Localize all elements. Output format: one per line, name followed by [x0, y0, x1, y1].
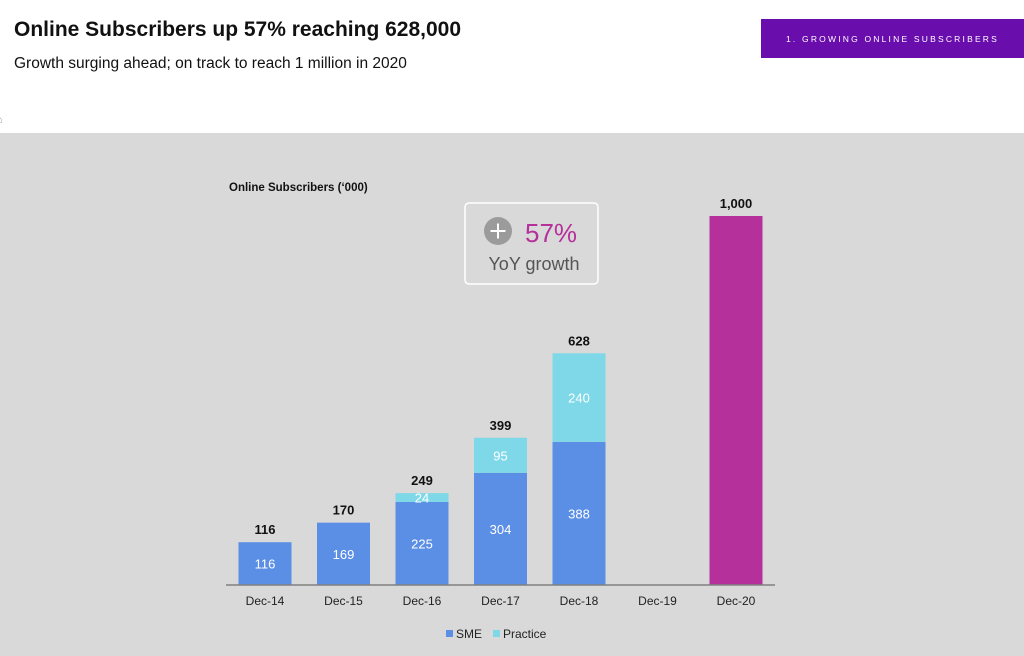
legend-swatch-practice [493, 630, 500, 637]
section-badge: 1. GROWING ONLINE SUBSCRIBERS [761, 19, 1024, 58]
bar-total-label: 628 [568, 333, 590, 348]
x-tick-label: Dec-20 [717, 594, 756, 608]
bar-dec-14-sme [238, 542, 292, 585]
x-tick-label: Dec-16 [403, 594, 442, 608]
growth-percent: 57% [525, 218, 577, 248]
bar-dec-16-sme [395, 501, 449, 585]
x-tick-label: Dec-14 [246, 594, 285, 608]
bar-dec-15-sme [317, 522, 370, 585]
page-title: Online Subscribers up 57% reaching 628,0… [14, 18, 462, 41]
bar-value-label: 304 [490, 522, 512, 537]
bar-value-label: 240 [568, 391, 590, 406]
chart-title: Online Subscribers (‘000) [229, 182, 368, 194]
bar-value-label: 169 [333, 547, 355, 562]
bar-dec-16-practice [395, 493, 449, 502]
bar-value-label: 95 [493, 448, 507, 463]
page-subtitle: Growth surging ahead; on track to reach … [14, 55, 407, 72]
bar-total-label: 1,000 [720, 196, 753, 211]
legend: SME Practice [446, 627, 547, 641]
x-axis-ticks: Dec-14 Dec-15 Dec-16 Dec-17 Dec-18 Dec-19 Dec-… [246, 594, 756, 608]
bar-dec-18-sme [552, 441, 606, 585]
plus-circle-icon [484, 217, 512, 245]
bar-dec-17-practice [474, 437, 527, 473]
legend-swatch-sme [446, 630, 453, 637]
x-tick-label: Dec-15 [324, 594, 363, 608]
bar-total-label: 116 [255, 522, 276, 537]
bar-value-label: 225 [411, 536, 433, 551]
bar-dec-18-practice [552, 353, 606, 442]
bar-total-label: 399 [490, 418, 512, 433]
home-icon: ⌂ [0, 114, 3, 126]
growth-label: YoY growth [488, 254, 579, 274]
growth-callout: 57% YoY growth [464, 202, 599, 285]
legend-label-practice: Practice [503, 627, 547, 641]
bar-total-label: 249 [411, 473, 433, 488]
bar-total-label: 170 [333, 503, 355, 518]
x-tick-label: Dec-18 [560, 594, 599, 608]
bar-value-label: 24 [415, 491, 429, 506]
bar-dec-17-sme [474, 472, 527, 585]
bar-value-label: 116 [255, 557, 276, 572]
legend-label-sme: SME [456, 627, 482, 641]
bar-dec-20-target [709, 216, 763, 585]
x-tick-label: Dec-17 [481, 594, 520, 608]
bars-layer: 116 116 169 170 225 24 249 304 95 399 388 240 628 1,0… [238, 196, 763, 585]
x-tick-label: Dec-19 [638, 594, 677, 608]
bar-value-label: 388 [568, 506, 590, 521]
